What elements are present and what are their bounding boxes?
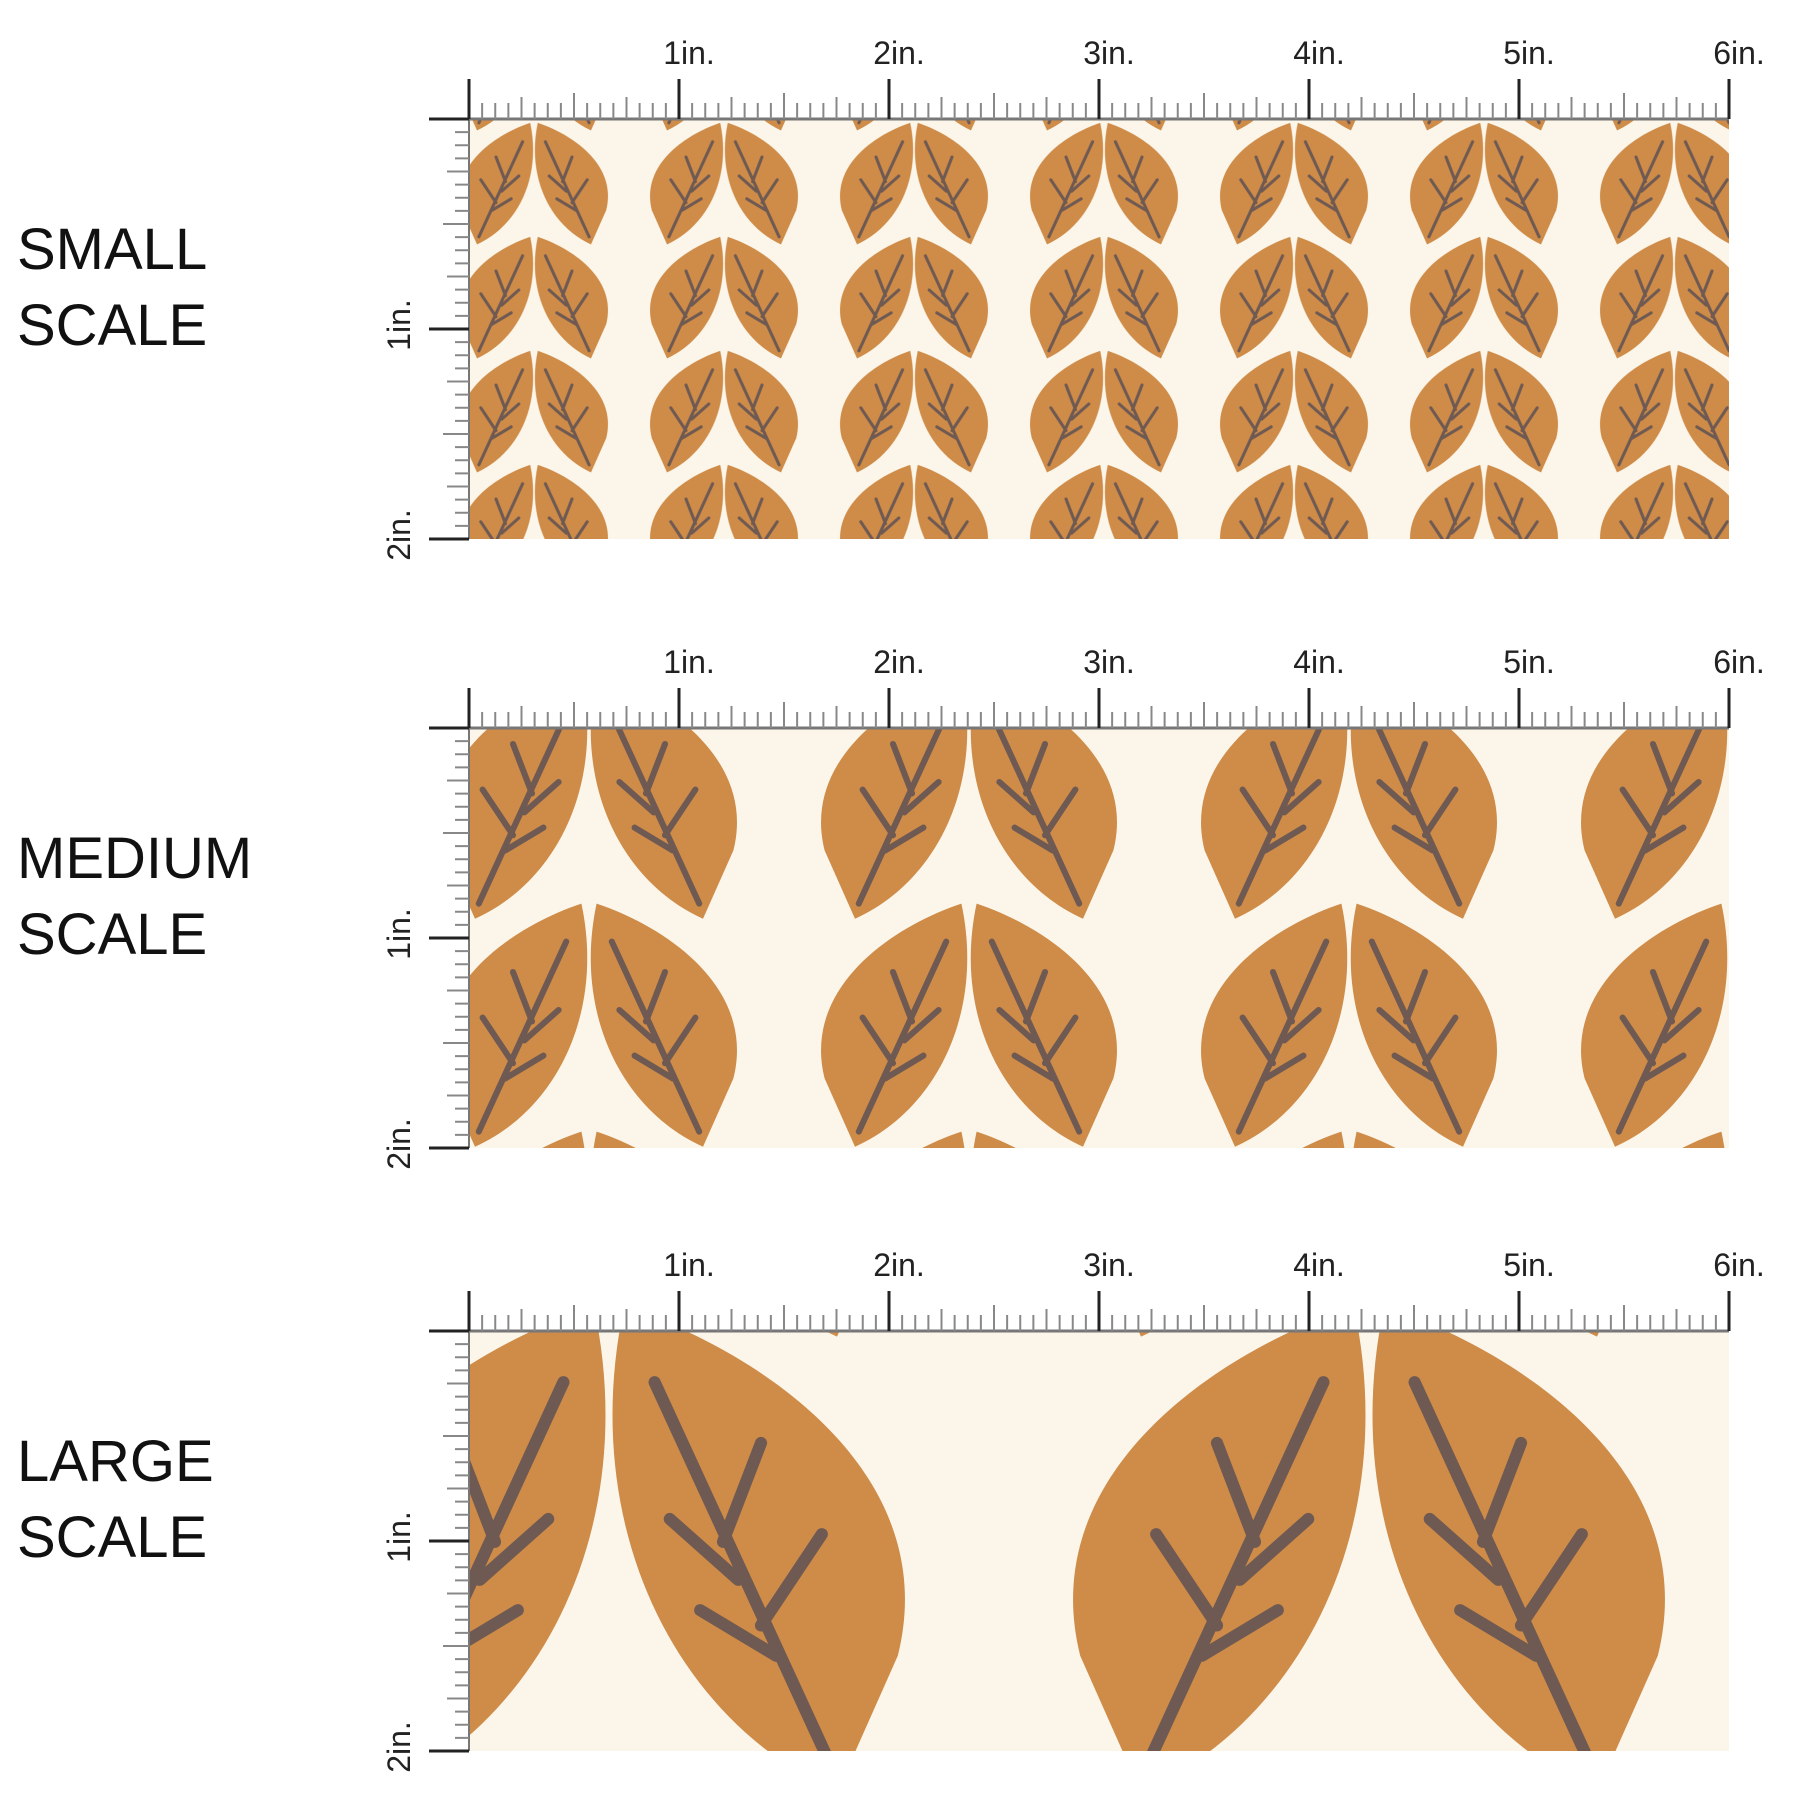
scale-label: MEDIUM <box>17 826 252 891</box>
ruler-label: 1in. <box>381 299 417 351</box>
ruler-label: 1in. <box>381 1511 417 1563</box>
fabric-swatch <box>469 1331 1729 1751</box>
ruler-label: 2in. <box>873 35 925 71</box>
ruler-label: 3in. <box>1083 1247 1135 1283</box>
scale-label: SCALE <box>17 1505 207 1570</box>
scale-label: SCALE <box>17 293 207 358</box>
ruler-label: 2in. <box>873 644 925 680</box>
scale-label: SCALE <box>17 902 207 967</box>
scale-label: SMALL <box>17 217 207 282</box>
ruler-label: 1in. <box>663 644 715 680</box>
ruler-label: 3in. <box>1083 644 1135 680</box>
ruler-label: 2in. <box>381 1721 417 1773</box>
ruler-label: 6in. <box>1713 644 1765 680</box>
ruler-label: 5in. <box>1503 35 1555 71</box>
ruler-label: 4in. <box>1293 644 1345 680</box>
ruler-label: 2in. <box>381 509 417 561</box>
ruler-label: 4in. <box>1293 35 1345 71</box>
ruler-label: 6in. <box>1713 1247 1765 1283</box>
ruler-label: 2in. <box>873 1247 925 1283</box>
fabric-swatch <box>469 728 1729 1148</box>
fabric-swatch <box>469 119 1729 539</box>
ruler-label: 2in. <box>381 1118 417 1170</box>
ruler-label: 1in. <box>663 1247 715 1283</box>
ruler-label: 1in. <box>663 35 715 71</box>
ruler-label: 4in. <box>1293 1247 1345 1283</box>
ruler-label: 6in. <box>1713 35 1765 71</box>
ruler-label: 5in. <box>1503 644 1555 680</box>
ruler-label: 1in. <box>381 908 417 960</box>
ruler-label: 3in. <box>1083 35 1135 71</box>
ruler-label: 5in. <box>1503 1247 1555 1283</box>
scale-label: LARGE <box>17 1429 214 1494</box>
